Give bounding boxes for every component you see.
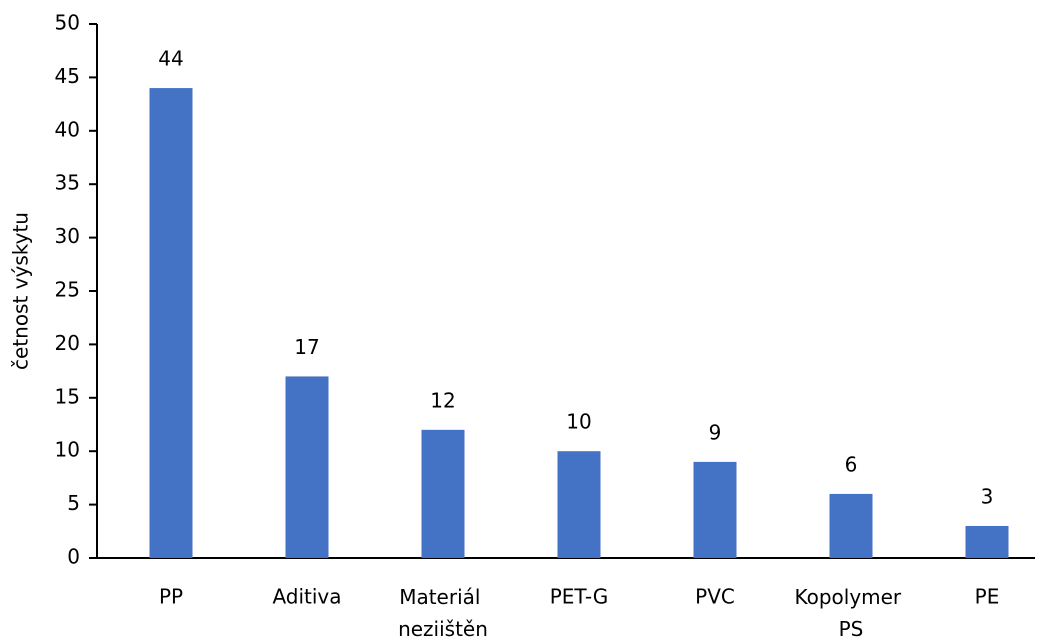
data-label: 17 — [294, 335, 319, 359]
y-tick-label: 35 — [55, 171, 80, 195]
bar — [557, 451, 601, 558]
x-tick-label: PVC — [695, 585, 735, 609]
y-tick-label: 0 — [67, 545, 80, 569]
x-tick-label: PE — [975, 585, 1000, 609]
x-tick-label: PET-G — [550, 585, 609, 609]
bar — [829, 493, 873, 558]
y-tick-label: 45 — [55, 64, 80, 88]
y-tick-label: 15 — [55, 384, 80, 408]
bar — [149, 88, 193, 558]
bar — [285, 376, 329, 558]
x-tick-label: PP — [159, 585, 183, 609]
bar — [693, 461, 737, 558]
data-label: 44 — [158, 47, 183, 71]
data-label: 10 — [566, 410, 591, 434]
data-label: 12 — [430, 388, 455, 412]
data-label: 6 — [845, 452, 858, 476]
x-tick-label: Kopolymer PS — [794, 585, 907, 638]
y-tick-label: 50 — [55, 11, 80, 35]
y-tick-label: 20 — [55, 331, 80, 355]
data-label: 9 — [709, 420, 722, 444]
bar — [965, 525, 1009, 558]
y-tick-label: 5 — [67, 491, 80, 515]
y-tick-label: 10 — [55, 438, 80, 462]
y-tick-label: 30 — [55, 224, 80, 248]
bar — [421, 429, 465, 558]
y-axis-title: četnost výskytu — [9, 212, 33, 370]
data-label: 3 — [981, 484, 994, 508]
x-tick-label: Materiál neziištěn — [398, 585, 488, 638]
y-tick-label: 25 — [55, 278, 80, 302]
y-tick-label: 40 — [55, 117, 80, 141]
x-tick-label: Aditiva — [272, 585, 341, 609]
